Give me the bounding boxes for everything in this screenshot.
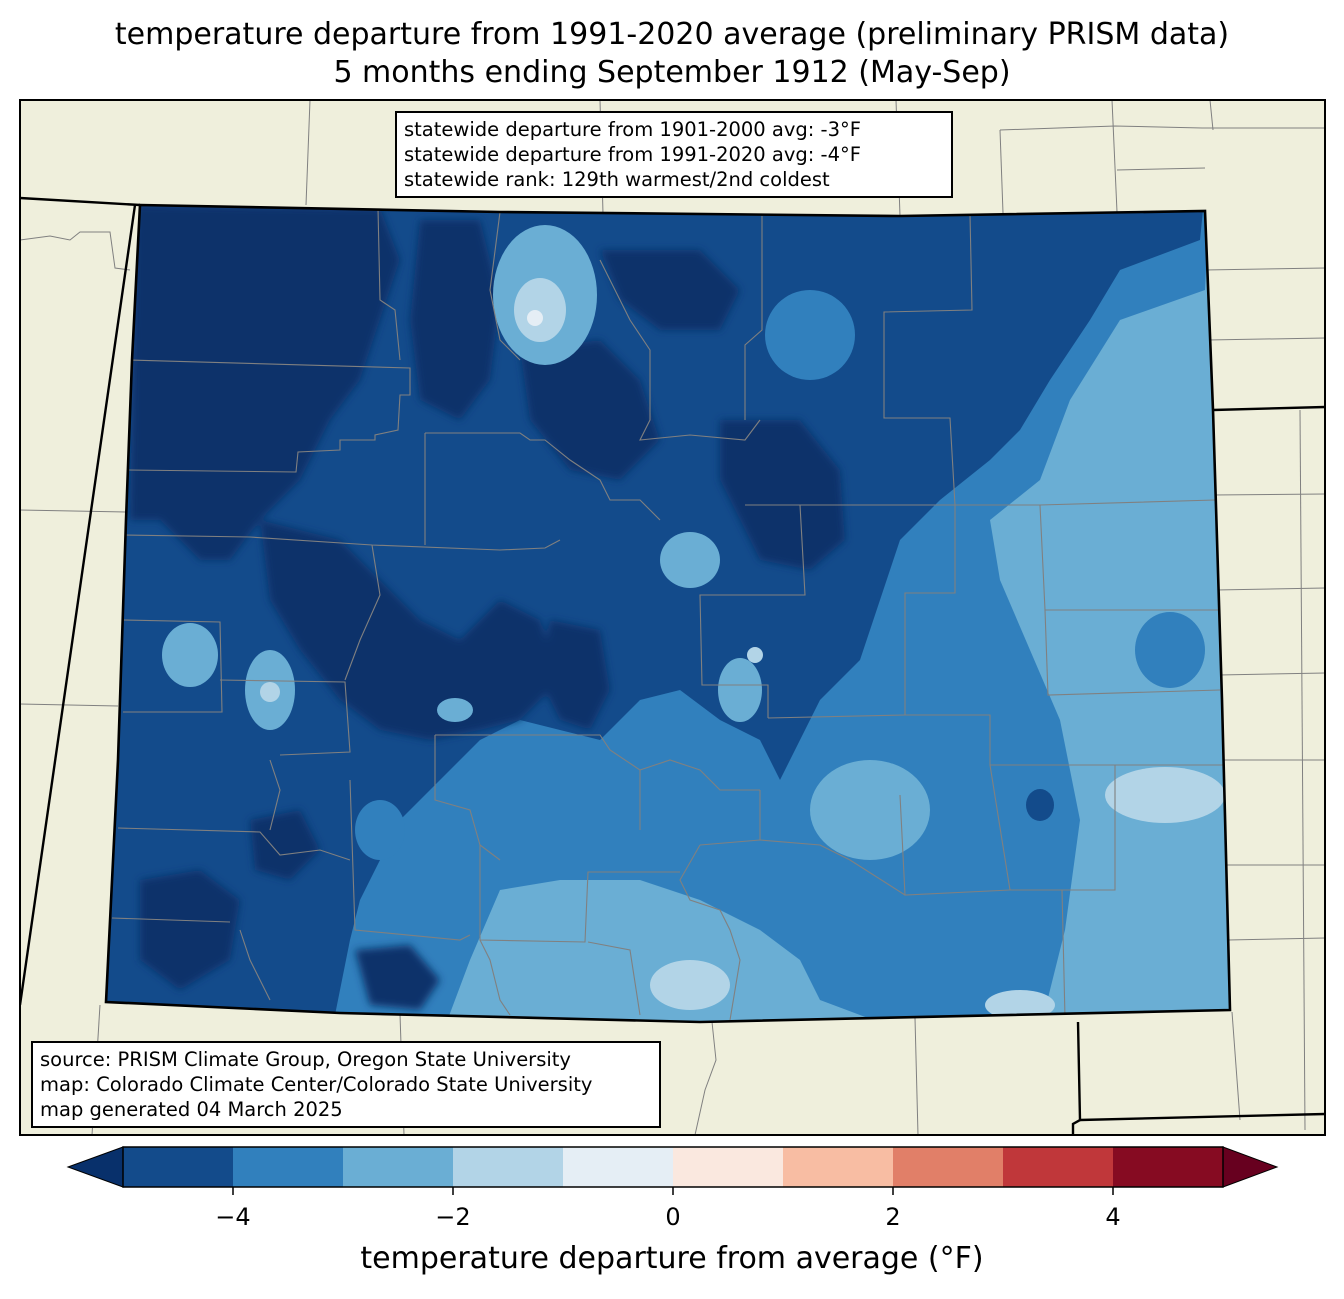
map-title-line1: temperature departure from 1991-2020 ave… bbox=[114, 17, 1230, 52]
stat-rank: statewide rank: 129th warmest/2nd coldes… bbox=[404, 168, 830, 191]
colorbar-segment bbox=[233, 1147, 343, 1187]
colorbar-segment bbox=[1003, 1147, 1113, 1187]
colorbar-tick-marks bbox=[232, 1187, 1114, 1195]
colorbar bbox=[66, 1146, 1279, 1195]
colorbar-segment bbox=[783, 1147, 893, 1187]
colorbar-tick-label: 2 bbox=[885, 1203, 901, 1231]
temperature-field bbox=[106, 205, 1230, 1022]
map-title-line2: 5 months ending September 1912 (May-Sep) bbox=[333, 55, 1011, 90]
county-lines bbox=[111, 207, 1225, 1021]
colorbar-segment bbox=[343, 1147, 453, 1187]
colorbar-tick-label: 0 bbox=[665, 1203, 681, 1231]
colorbar-tick-label: −2 bbox=[435, 1203, 471, 1231]
colorbar-extend-low bbox=[66, 1146, 124, 1188]
colorbar-label: temperature departure from average (°F) bbox=[360, 1241, 984, 1276]
zone-below-minus-5 bbox=[130, 205, 845, 1010]
statewide-stats-box: statewide departure from 1901-2000 avg: … bbox=[395, 111, 953, 198]
zone-minus-1-to-minus-2-north bbox=[514, 278, 566, 342]
colorbar-segment bbox=[673, 1147, 783, 1187]
stat-departure-1901-2000: statewide departure from 1901-2000 avg: … bbox=[404, 118, 861, 141]
source-box: source: PRISM Climate Group, Oregon Stat… bbox=[31, 1041, 661, 1128]
colorbar-segment bbox=[453, 1147, 563, 1187]
lighter-areas bbox=[162, 225, 1225, 1020]
colorbar-segment bbox=[123, 1147, 233, 1187]
map-credit-line: map: Colorado Climate Center/Colorado St… bbox=[40, 1073, 593, 1096]
colorado-border bbox=[104, 203, 1232, 1024]
colorbar-segment bbox=[1113, 1147, 1223, 1187]
colorbar-tick-label: 4 bbox=[1105, 1203, 1121, 1231]
source-line: source: PRISM Climate Group, Oregon Stat… bbox=[40, 1048, 571, 1071]
colorbar-extend-high bbox=[1222, 1146, 1279, 1188]
colorbar-segment bbox=[893, 1147, 1003, 1187]
colorbar-tick-label: −4 bbox=[215, 1203, 251, 1231]
colorbar-segment bbox=[563, 1147, 673, 1187]
generated-date-line: map generated 04 March 2025 bbox=[40, 1098, 343, 1121]
map-frame bbox=[19, 99, 1326, 1136]
stat-departure-1991-2020: statewide departure from 1991-2020 avg: … bbox=[404, 143, 861, 166]
neighbor-state-borders bbox=[20, 196, 1325, 1135]
zone-minus-1-to-minus-2-east bbox=[1105, 767, 1225, 823]
